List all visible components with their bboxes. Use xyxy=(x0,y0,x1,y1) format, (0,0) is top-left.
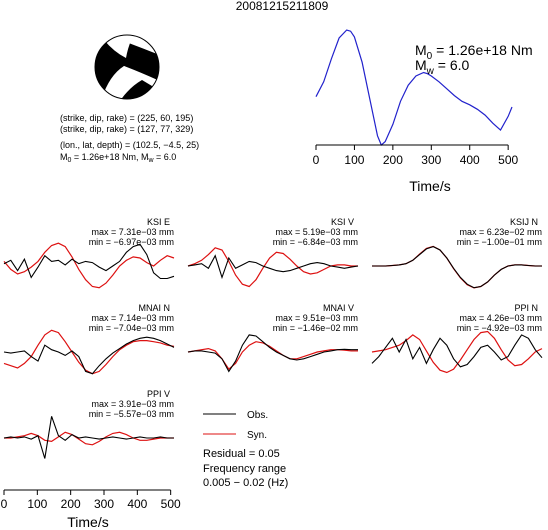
waveform-tick-label: 300 xyxy=(94,497,114,511)
frequency-range-value: 0.005 − 0.02 (Hz) xyxy=(203,477,288,489)
stf-line xyxy=(315,29,513,147)
min-amplitude: min = −6.84e−03 mm xyxy=(273,237,358,247)
stf-ticks: 0 100 200 300 400 500 xyxy=(313,145,518,167)
waveform-x-axis: 0 100 200 300 400 500 Time/s xyxy=(1,489,181,530)
frequency-range-label: Frequency range xyxy=(203,463,286,475)
min-amplitude: min = −6.97e−03 mm xyxy=(89,237,174,247)
min-amplitude: min = −1.00e−01 mm xyxy=(457,237,542,247)
min-amplitude: min = −1.46e−02 mm xyxy=(273,323,358,333)
max-amplitude: max = 9.51e−03 mm xyxy=(275,313,358,323)
moment-magnitude: M0 = 1.26e+18 Nm, Mw = 6.0 xyxy=(60,152,176,164)
stf-tick-label: 400 xyxy=(460,153,480,167)
synthetic-trace xyxy=(187,247,358,288)
observed-trace xyxy=(372,246,542,289)
station-label: KSI V xyxy=(331,217,354,227)
stf-mw: Mw = 6.0 xyxy=(415,57,470,77)
stf-tick-label: 300 xyxy=(421,153,441,167)
observed-trace xyxy=(187,254,359,280)
max-amplitude: max = 7.31e−03 mm xyxy=(91,227,174,237)
synthetic-trace xyxy=(4,431,174,446)
beachball xyxy=(94,34,160,100)
residual-text: Residual = 0.05 xyxy=(203,448,280,460)
stf-tick-label: 500 xyxy=(498,153,518,167)
observed-trace xyxy=(187,334,358,373)
min-amplitude: min = −5.57e−03 mm xyxy=(89,409,174,419)
strike-dip-rake-1: (strike, dip, rake) = (225, 60, 195) xyxy=(60,113,193,123)
station-label: MNAI N xyxy=(139,303,171,313)
legend-syn-label: Syn. xyxy=(247,430,267,441)
station-label: PPI V xyxy=(147,389,170,399)
legend: Obs. Syn. Residual = 0.05 Frequency rang… xyxy=(203,410,288,489)
max-amplitude: max = 4.26e−03 mm xyxy=(459,313,542,323)
waveform-tick-label: 100 xyxy=(27,497,47,511)
max-amplitude: max = 3.91e−03 mm xyxy=(91,399,174,409)
stf-chart: 0 100 200 300 400 500 Time/s M0 = 1.26e+18 Nm… xyxy=(313,29,533,194)
station-label: KSIJ N xyxy=(510,217,538,227)
waveform-tick-label: 500 xyxy=(161,497,181,511)
stf-tick-label: 100 xyxy=(344,153,364,167)
waveform-ticks: 0 100 200 300 400 500 xyxy=(1,490,181,511)
synthetic-trace xyxy=(187,341,358,370)
location-depth: (lon., lat, depth) = (102.5, −4.5, 25) xyxy=(60,140,199,150)
observed-trace xyxy=(3,336,175,375)
min-amplitude: min = −4.92e−03 mm xyxy=(457,323,542,333)
strike-dip-rake-2: (strike, dip, rake) = (127, 77, 329) xyxy=(60,124,193,134)
max-amplitude: max = 6.23e−02 mm xyxy=(459,227,542,237)
observed-trace xyxy=(3,243,175,280)
max-amplitude: max = 5.19e−03 mm xyxy=(275,227,358,237)
waveform-tick-label: 0 xyxy=(1,497,8,511)
event-id: 20081215211809 xyxy=(236,0,329,13)
max-amplitude: max = 7.14e−03 mm xyxy=(91,313,174,323)
synthetic-trace xyxy=(3,242,175,289)
synthetic-trace xyxy=(371,330,543,374)
stf-m0: M0 = 1.26e+18 Nm xyxy=(415,42,533,62)
waveform-tick-label: 400 xyxy=(127,497,147,511)
observed-trace xyxy=(3,416,174,459)
synthetic-trace xyxy=(372,245,542,289)
waveform-xlabel: Time/s xyxy=(67,514,108,530)
min-amplitude: min = −7.04e−03 mm xyxy=(89,323,174,333)
stf-xlabel: Time/s xyxy=(409,178,450,194)
legend-obs-label: Obs. xyxy=(247,410,268,421)
station-label: MNAI V xyxy=(323,303,354,313)
station-label: PPI N xyxy=(514,303,538,313)
stf-tick-label: 0 xyxy=(313,153,320,167)
observed-trace xyxy=(371,334,543,368)
source-info: (strike, dip, rake) = (225, 60, 195) (st… xyxy=(60,113,199,164)
waveform-tick-label: 200 xyxy=(61,497,81,511)
synthetic-trace xyxy=(3,329,175,375)
station-label: KSI E xyxy=(147,217,170,227)
stf-tick-label: 200 xyxy=(383,153,403,167)
